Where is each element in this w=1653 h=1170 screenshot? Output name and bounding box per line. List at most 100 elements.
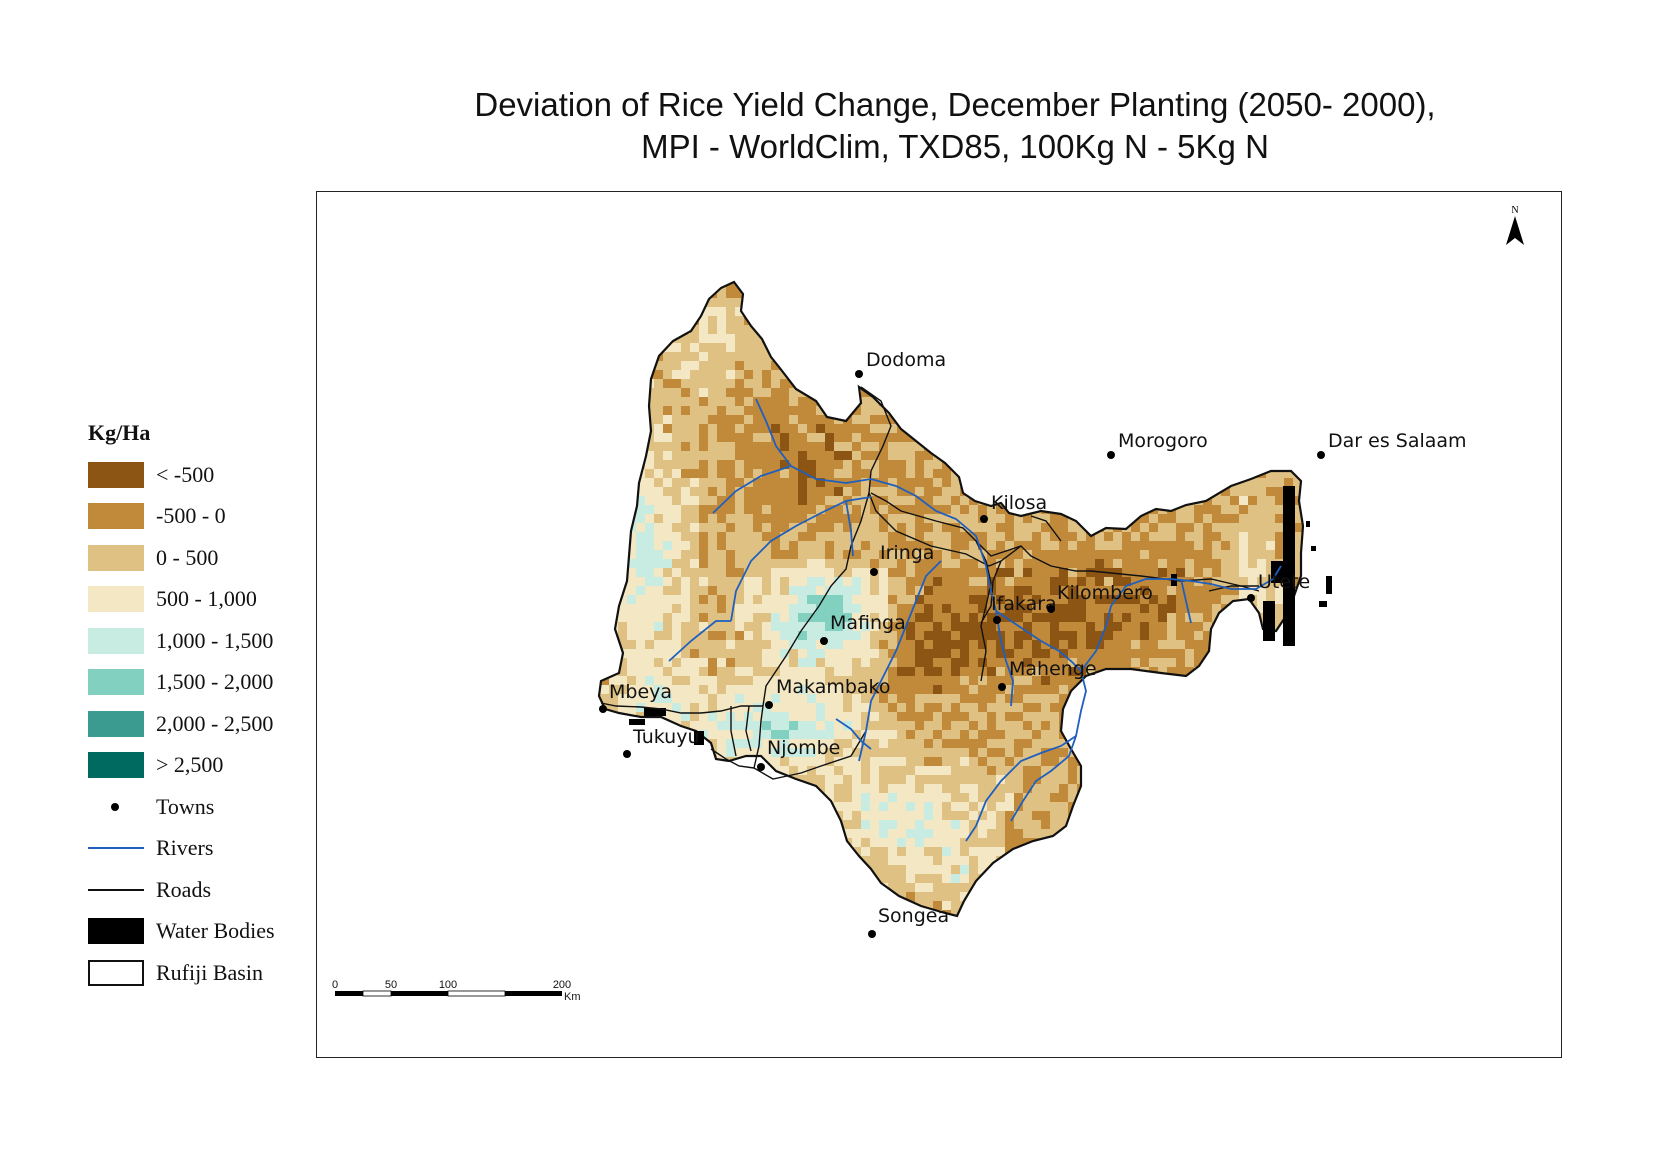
raster-cell	[1302, 811, 1303, 821]
raster-cell	[708, 739, 718, 749]
raster-cell	[978, 784, 988, 794]
raster-cell	[699, 487, 709, 497]
raster-cell	[924, 712, 934, 722]
raster-cell	[735, 685, 745, 695]
raster-cell	[1212, 694, 1222, 704]
raster-cell	[699, 595, 709, 605]
raster-cell	[672, 784, 682, 794]
raster-cell	[969, 282, 979, 290]
raster-cell	[1131, 379, 1141, 389]
raster-cell	[843, 658, 853, 668]
raster-cell	[906, 640, 916, 650]
raster-cell	[861, 282, 871, 290]
raster-cell	[915, 496, 925, 506]
raster-cell	[888, 442, 898, 452]
raster-cell	[987, 541, 997, 551]
raster-cell	[825, 730, 835, 740]
raster-cell	[852, 640, 862, 650]
raster-cell	[681, 811, 691, 821]
raster-cell	[654, 829, 664, 839]
raster-cell	[672, 802, 682, 812]
raster-cell	[1221, 757, 1231, 767]
raster-cell	[609, 703, 619, 713]
raster-cell	[924, 802, 934, 812]
raster-cell	[906, 784, 916, 794]
raster-cell	[987, 793, 997, 803]
raster-cell	[681, 361, 691, 371]
raster-cell	[1032, 388, 1042, 398]
raster-cell	[1284, 289, 1294, 299]
raster-cell	[699, 676, 709, 686]
raster-cell	[1140, 325, 1150, 335]
raster-cell	[771, 631, 781, 641]
raster-cell	[1014, 442, 1024, 452]
raster-cell	[1023, 271, 1032, 280]
raster-cell	[599, 289, 601, 299]
raster-cell	[1275, 658, 1285, 668]
raster-cell	[1293, 721, 1303, 731]
raster-cell	[717, 307, 727, 317]
raster-cell	[816, 685, 826, 695]
raster-cell	[690, 469, 700, 479]
raster-cell	[600, 550, 610, 560]
raster-cell	[1104, 739, 1114, 749]
raster-cell	[843, 424, 853, 434]
raster-cell	[1131, 361, 1141, 371]
raster-cell	[1203, 730, 1213, 740]
raster-cell	[960, 397, 970, 407]
raster-cell	[816, 775, 826, 785]
raster-cell	[654, 415, 664, 425]
raster-cell	[627, 316, 637, 326]
raster-cell	[1095, 586, 1105, 596]
raster-cell	[1131, 775, 1141, 785]
raster-cell	[753, 379, 763, 389]
raster-cell	[996, 622, 1006, 632]
raster-cell	[906, 658, 916, 668]
raster-cell	[996, 721, 1006, 731]
raster-cell	[726, 397, 736, 407]
raster-cell	[807, 739, 817, 749]
raster-cell	[942, 487, 952, 497]
raster-cell	[1158, 487, 1168, 497]
raster-cell	[1104, 559, 1114, 569]
raster-cell	[1284, 793, 1294, 803]
raster-cell	[1203, 523, 1213, 533]
raster-cell	[1248, 730, 1258, 740]
raster-cell	[645, 316, 655, 326]
raster-cell	[987, 370, 997, 380]
raster-cell	[1086, 469, 1096, 479]
raster-cell	[1023, 442, 1033, 452]
raster-cell	[1239, 460, 1249, 470]
raster-cell	[789, 586, 799, 596]
raster-cell	[726, 496, 736, 506]
raster-cell	[879, 334, 889, 344]
raster-cell	[843, 460, 853, 470]
raster-cell	[780, 388, 790, 398]
raster-cell	[1068, 388, 1078, 398]
raster-cell	[1167, 640, 1177, 650]
raster-cell	[906, 397, 916, 407]
raster-cell	[1212, 343, 1222, 353]
raster-cell	[870, 775, 880, 785]
raster-cell	[699, 514, 709, 524]
raster-cell	[699, 658, 709, 668]
raster-cell	[1059, 469, 1069, 479]
raster-cell	[726, 469, 736, 479]
raster-cell	[1212, 361, 1222, 371]
raster-cell	[672, 595, 682, 605]
raster-cell	[762, 550, 772, 560]
raster-cell	[1086, 478, 1096, 488]
raster-cell	[1059, 586, 1069, 596]
raster-cell	[726, 622, 736, 632]
raster-cell	[609, 307, 619, 317]
raster-cell	[753, 685, 763, 695]
raster-cell	[1185, 397, 1195, 407]
raster-cell	[1167, 793, 1177, 803]
raster-cell	[726, 505, 736, 515]
raster-cell	[1266, 541, 1276, 551]
raster-cell	[915, 703, 925, 713]
raster-cell	[618, 406, 628, 416]
raster-cell	[1140, 334, 1150, 344]
raster-cell	[834, 685, 844, 695]
raster-cell	[861, 604, 871, 614]
